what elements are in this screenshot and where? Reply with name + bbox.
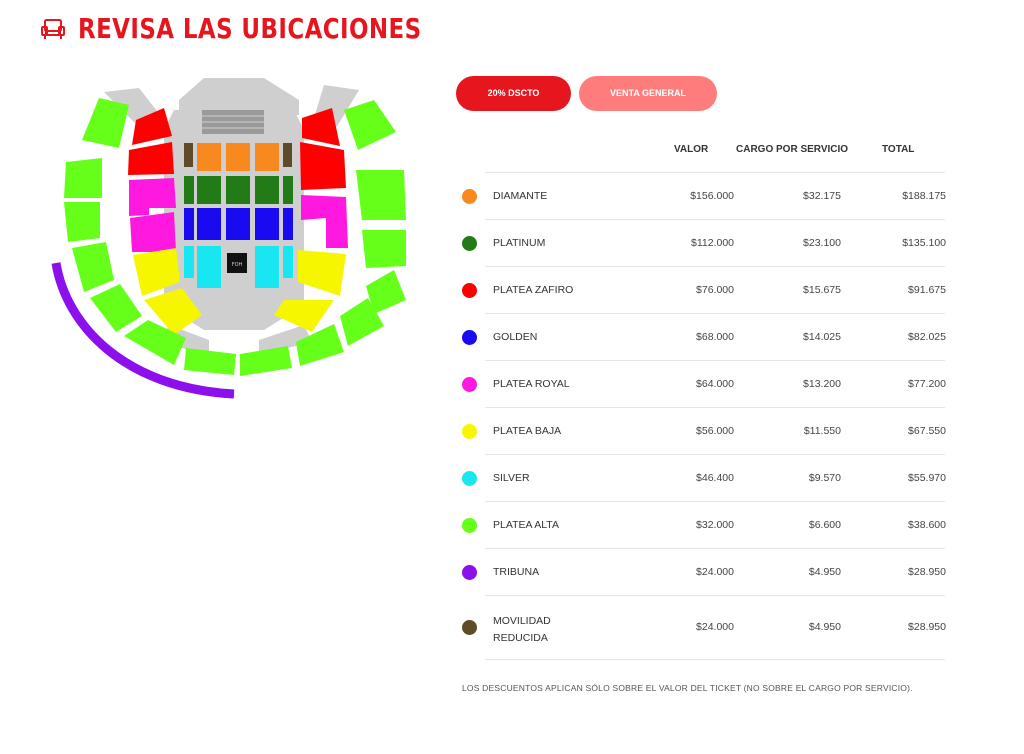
table-row: SILVER $46.400 $9.570 $55.970 bbox=[462, 454, 946, 501]
silver-section bbox=[184, 246, 293, 288]
table-row: TRIBUNA $24.000 $4.950 $28.950 bbox=[462, 548, 946, 595]
price-cargo: $4.950 bbox=[808, 621, 841, 633]
price-cargo: $32.175 bbox=[803, 190, 841, 202]
movilidad-left bbox=[184, 143, 193, 167]
discount-button[interactable]: 20% DSCTO bbox=[456, 76, 571, 111]
price-total: $38.600 bbox=[908, 519, 946, 531]
category-color-dot bbox=[462, 377, 477, 392]
price-valor: $46.400 bbox=[696, 472, 734, 484]
armchair-icon bbox=[41, 18, 65, 39]
diamante-section bbox=[197, 143, 279, 171]
platea-alta-section bbox=[64, 98, 406, 376]
price-cargo: $6.600 bbox=[808, 519, 841, 531]
golden-section bbox=[184, 208, 293, 240]
price-valor: $32.000 bbox=[696, 519, 734, 531]
price-cargo: $15.675 bbox=[803, 284, 841, 296]
category-name: PLATEA ZAFIRO bbox=[493, 284, 574, 296]
platea-baja-section bbox=[133, 248, 346, 335]
category-color-dot bbox=[462, 330, 477, 345]
movilidad-right bbox=[283, 143, 292, 167]
table-row: PLATEA ZAFIRO $76.000 $15.675 $91.675 bbox=[462, 266, 946, 313]
table-row: PLATEA ROYAL $64.000 $13.200 $77.200 bbox=[462, 360, 946, 407]
price-total: $55.970 bbox=[908, 472, 946, 484]
price-valor: $56.000 bbox=[696, 425, 734, 437]
category-color-dot bbox=[462, 189, 477, 204]
price-total: $77.200 bbox=[908, 378, 946, 390]
category-name: GOLDEN bbox=[493, 331, 538, 343]
table-row: PLATINUM $112.000 $23.100 $135.100 bbox=[462, 219, 946, 266]
price-cargo: $9.570 bbox=[808, 472, 841, 484]
platea-zafiro-section bbox=[128, 108, 346, 190]
general-sale-button[interactable]: VENTA GENERAL bbox=[579, 76, 717, 111]
category-color-dot bbox=[462, 283, 477, 298]
category-name: MOVILIDAD REDUCIDA bbox=[493, 615, 551, 644]
category-color-dot bbox=[462, 424, 477, 439]
table-row: PLATEA ALTA $32.000 $6.600 $38.600 bbox=[462, 501, 946, 548]
platinum-section bbox=[184, 176, 293, 204]
table-row: MOVILIDAD REDUCIDA $24.000 $4.950 $28.950 bbox=[462, 595, 946, 660]
price-cargo: $13.200 bbox=[803, 378, 841, 390]
price-table: VALOR CARGO POR SERVICIO TOTAL DIAMANTE $… bbox=[455, 130, 946, 660]
header-valor: VALOR bbox=[674, 144, 709, 155]
foh-box bbox=[227, 253, 247, 273]
category-color-dot bbox=[462, 620, 477, 635]
category-name: PLATEA BAJA bbox=[493, 425, 562, 437]
price-valor: $112.000 bbox=[690, 237, 734, 249]
table-row: DIAMANTE $156.000 $32.175 $188.175 bbox=[462, 172, 946, 219]
price-total: $28.950 bbox=[908, 621, 946, 633]
page-header: REVISA LAS UBICACIONES bbox=[40, 12, 497, 45]
price-valor: $64.000 bbox=[696, 378, 734, 390]
price-valor: $24.000 bbox=[696, 566, 734, 578]
price-cargo: $4.950 bbox=[808, 566, 841, 578]
price-total: $135.100 bbox=[902, 237, 946, 249]
category-name: PLATINUM bbox=[493, 237, 546, 249]
category-color-dot bbox=[462, 236, 477, 251]
price-total: $91.675 bbox=[908, 284, 946, 296]
page-title: REVISA LAS UBICACIONES bbox=[78, 12, 422, 45]
category-color-dot bbox=[462, 565, 477, 580]
category-name: SILVER bbox=[493, 472, 530, 484]
price-table-header: VALOR CARGO POR SERVICIO TOTAL bbox=[455, 130, 945, 172]
category-name: DIAMANTE bbox=[493, 190, 548, 202]
category-name: TRIBUNA bbox=[493, 566, 540, 578]
category-name: PLATEA ALTA bbox=[493, 519, 559, 531]
price-valor: $156.000 bbox=[690, 190, 734, 202]
table-row: GOLDEN $68.000 $14.025 $82.025 bbox=[462, 313, 946, 360]
table-row: PLATEA BAJA $56.000 $11.550 $67.550 bbox=[462, 407, 946, 454]
tribuna-section bbox=[51, 262, 235, 399]
price-total: $82.025 bbox=[908, 331, 946, 343]
price-valor: $76.000 bbox=[696, 284, 734, 296]
price-cargo: $23.100 bbox=[803, 237, 841, 249]
venue-seating-map[interactable]: FOH bbox=[44, 70, 424, 405]
price-table-rows: DIAMANTE $156.000 $32.175 $188.175 PLATINUM $… bbox=[455, 172, 946, 660]
category-color-dot bbox=[462, 471, 477, 486]
price-cargo: $11.550 bbox=[803, 425, 841, 437]
price-cargo: $14.025 bbox=[803, 331, 841, 343]
price-valor: $24.000 bbox=[696, 621, 734, 633]
discount-footnote: LOS DESCUENTOS APLICAN SÓLO SOBRE EL VAL… bbox=[462, 683, 913, 693]
category-name: PLATEA ROYAL bbox=[493, 378, 570, 390]
platea-royal-section bbox=[129, 178, 348, 252]
price-valor: $68.000 bbox=[696, 331, 734, 343]
price-total: $67.550 bbox=[908, 425, 946, 437]
header-cargo: CARGO POR SERVICIO bbox=[736, 144, 849, 155]
header-total: TOTAL bbox=[882, 144, 915, 155]
category-color-dot bbox=[462, 518, 477, 533]
foh-label: FOH bbox=[232, 262, 243, 268]
price-total: $188.175 bbox=[902, 190, 946, 202]
price-total: $28.950 bbox=[908, 566, 946, 578]
